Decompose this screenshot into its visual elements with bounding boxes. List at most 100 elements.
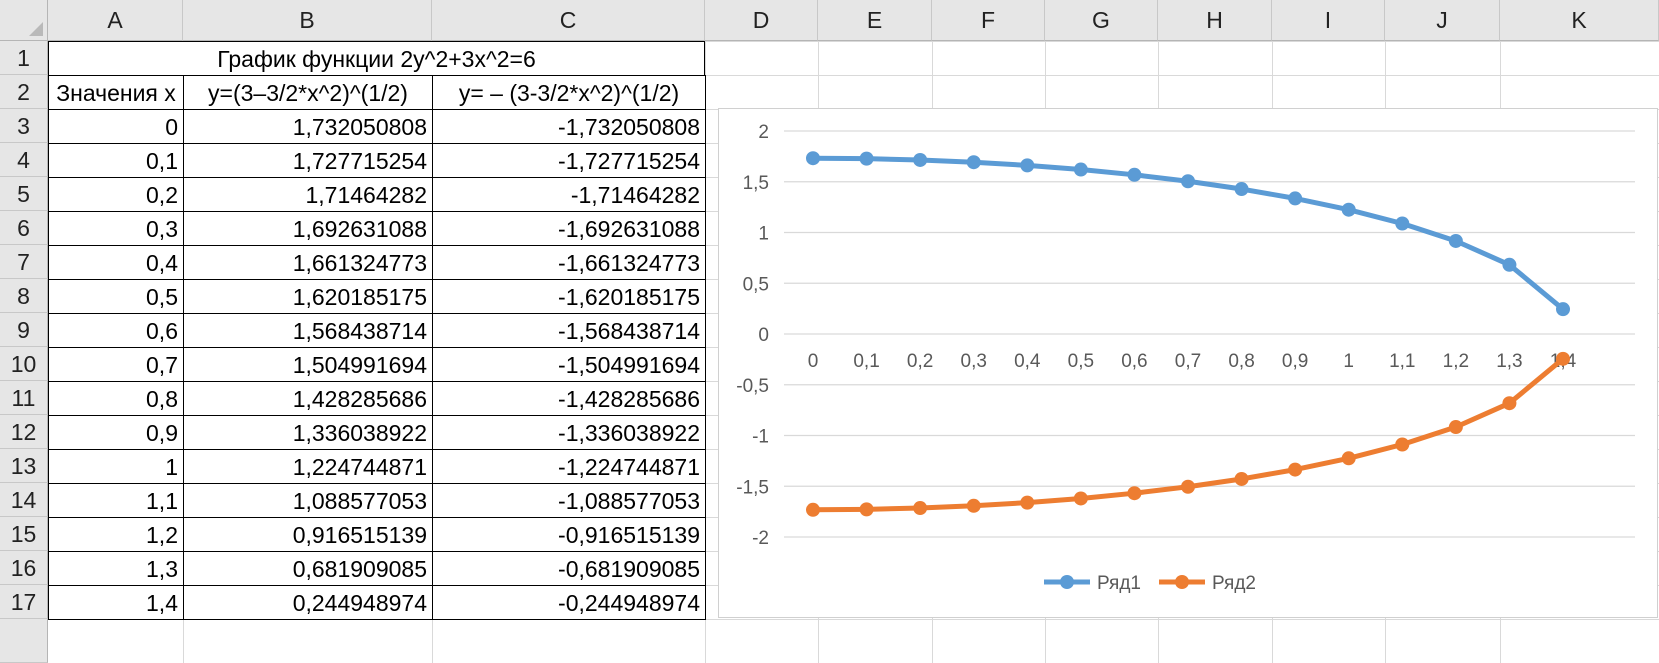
- cell-a13[interactable]: 1: [48, 449, 184, 484]
- data-point-series1: [1073, 162, 1088, 177]
- cell-a7[interactable]: 0,4: [48, 245, 184, 280]
- x-tick-label: 1,3: [1496, 351, 1522, 372]
- cell-a8[interactable]: 0,5: [48, 279, 184, 314]
- data-point-series2: [1502, 396, 1517, 411]
- cell-c5[interactable]: -1,71464282: [432, 177, 706, 212]
- header-cell-y2[interactable]: y= – (3-3/2*x^2)^(1/2): [432, 75, 706, 110]
- cell-a4[interactable]: 0,1: [48, 143, 184, 178]
- data-point-series2: [859, 502, 874, 517]
- column-header-d[interactable]: D: [705, 0, 818, 41]
- row-header-15[interactable]: 15: [0, 517, 48, 551]
- row-header-4[interactable]: 4: [0, 143, 48, 177]
- column-header-h[interactable]: H: [1158, 0, 1272, 41]
- column-header-k[interactable]: K: [1500, 0, 1659, 41]
- column-header-f[interactable]: F: [932, 0, 1045, 41]
- row-header-3[interactable]: 3: [0, 109, 48, 143]
- cell-c10[interactable]: -1,504991694: [432, 347, 706, 382]
- cell-c12[interactable]: -1,336038922: [432, 415, 706, 450]
- cell-c9[interactable]: -1,568438714: [432, 313, 706, 348]
- select-all-corner[interactable]: [0, 0, 48, 41]
- cell-a3[interactable]: 0: [48, 109, 184, 144]
- row-header-17[interactable]: 17: [0, 585, 48, 619]
- cell-b8[interactable]: 1,620185175: [183, 279, 433, 314]
- header-cell-x[interactable]: Значения x: [48, 75, 184, 110]
- cell-b11[interactable]: 1,428285686: [183, 381, 433, 416]
- data-point-series1: [1502, 257, 1517, 272]
- column-header-e[interactable]: E: [818, 0, 932, 41]
- data-point-series2: [1073, 491, 1088, 506]
- row-header-2[interactable]: 2: [0, 75, 48, 109]
- cell-b3[interactable]: 1,732050808: [183, 109, 433, 144]
- cell-b9[interactable]: 1,568438714: [183, 313, 433, 348]
- cell-c17[interactable]: -0,244948974: [432, 585, 706, 620]
- cell-c11[interactable]: -1,428285686: [432, 381, 706, 416]
- x-tick-label: 0,3: [961, 351, 987, 372]
- data-point-series2: [806, 502, 820, 517]
- cell-b15[interactable]: 0,916515139: [183, 517, 433, 552]
- header-cell-y1[interactable]: y=(3–3/2*x^2)^(1/2): [183, 75, 433, 110]
- column-header-i[interactable]: I: [1272, 0, 1385, 41]
- legend-marker: [1060, 575, 1074, 589]
- cell-a16[interactable]: 1,3: [48, 551, 184, 586]
- x-tick-label: 0,1: [853, 351, 879, 372]
- cell-a9[interactable]: 0,6: [48, 313, 184, 348]
- data-point-series2: [1127, 486, 1142, 501]
- cell-c14[interactable]: -1,088577053: [432, 483, 706, 518]
- y-tick-label: 2: [758, 122, 769, 143]
- cell-c15[interactable]: -0,916515139: [432, 517, 706, 552]
- x-tick-label: 0,4: [1014, 351, 1041, 372]
- cell-c16[interactable]: -0,681909085: [432, 551, 706, 586]
- cell-b6[interactable]: 1,692631088: [183, 211, 433, 246]
- row-header-7[interactable]: 7: [0, 245, 48, 279]
- cell-b16[interactable]: 0,681909085: [183, 551, 433, 586]
- row-header-13[interactable]: 13: [0, 449, 48, 483]
- row-header-1[interactable]: 1: [0, 41, 48, 75]
- row-header-5[interactable]: 5: [0, 177, 48, 211]
- data-point-series1: [913, 152, 928, 167]
- cell-a12[interactable]: 0,9: [48, 415, 184, 450]
- cell-b4[interactable]: 1,727715254: [183, 143, 433, 178]
- cell-b12[interactable]: 1,336038922: [183, 415, 433, 450]
- row-header-9[interactable]: 9: [0, 313, 48, 347]
- column-header-g[interactable]: G: [1045, 0, 1158, 41]
- cell-a11[interactable]: 0,8: [48, 381, 184, 416]
- legend-entry-2: Ряд2: [1159, 573, 1256, 594]
- cell-b13[interactable]: 1,224744871: [183, 449, 433, 484]
- cell-c7[interactable]: -1,661324773: [432, 245, 706, 280]
- data-point-series1: [806, 151, 820, 166]
- cell-c13[interactable]: -1,224744871: [432, 449, 706, 484]
- column-header-j[interactable]: J: [1385, 0, 1500, 41]
- cell-a14[interactable]: 1,1: [48, 483, 184, 518]
- cell-b7[interactable]: 1,661324773: [183, 245, 433, 280]
- y-tick-label: 0: [758, 325, 769, 346]
- data-point-series1: [1341, 202, 1356, 217]
- row-header-12[interactable]: 12: [0, 415, 48, 449]
- cell-a17[interactable]: 1,4: [48, 585, 184, 620]
- x-tick-label: 0,5: [1068, 351, 1094, 372]
- row-header-16[interactable]: 16: [0, 551, 48, 585]
- cell-b10[interactable]: 1,504991694: [183, 347, 433, 382]
- cell-b14[interactable]: 1,088577053: [183, 483, 433, 518]
- line-chart[interactable]: 2 1,5 1 0,5 0 -0,5 -1 -1,5 -2 0 0,1 0,2 0,3 0,4 0,5 0,6…: [718, 108, 1658, 618]
- column-header-c[interactable]: C: [432, 0, 705, 41]
- cell-c6[interactable]: -1,692631088: [432, 211, 706, 246]
- row-header-11[interactable]: 11: [0, 381, 48, 415]
- cell-c8[interactable]: -1,620185175: [432, 279, 706, 314]
- column-header-b[interactable]: B: [183, 0, 432, 41]
- data-point-series2: [1181, 479, 1195, 494]
- row-header-10[interactable]: 10: [0, 347, 48, 381]
- data-point-series2: [1020, 495, 1035, 510]
- cell-a10[interactable]: 0,7: [48, 347, 184, 382]
- row-header-6[interactable]: 6: [0, 211, 48, 245]
- cell-a15[interactable]: 1,2: [48, 517, 184, 552]
- title-cell[interactable]: График функции 2y^2+3x^2=6: [48, 41, 705, 76]
- cell-c3[interactable]: -1,732050808: [432, 109, 706, 144]
- cell-b17[interactable]: 0,244948974: [183, 585, 433, 620]
- cell-a5[interactable]: 0,2: [48, 177, 184, 212]
- cell-c4[interactable]: -1,727715254: [432, 143, 706, 178]
- column-header-a[interactable]: A: [48, 0, 183, 41]
- cell-b5[interactable]: 1,71464282: [183, 177, 433, 212]
- row-header-8[interactable]: 8: [0, 279, 48, 313]
- cell-a6[interactable]: 0,3: [48, 211, 184, 246]
- row-header-14[interactable]: 14: [0, 483, 48, 517]
